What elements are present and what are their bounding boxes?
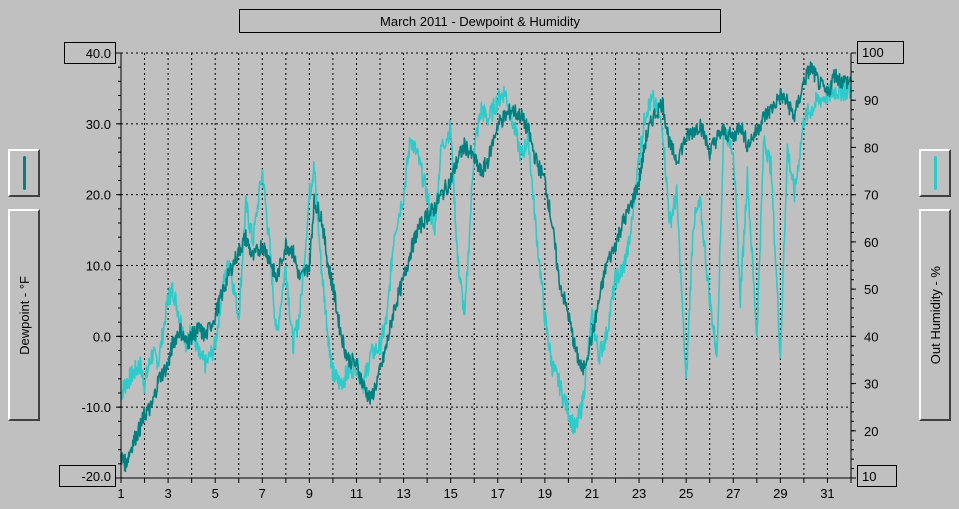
series-layer [120,61,852,473]
right-axis-top-box: 100 [857,41,904,64]
x-tick-label: 7 [259,486,266,501]
x-tick-label: 17 [491,486,505,501]
chart-title-box: March 2011 - Dewpoint & Humidity [239,9,721,33]
x-tick-label: 1 [117,486,124,501]
dewpoint-legend-swatch [22,156,26,190]
chart-title: March 2011 - Dewpoint & Humidity [380,13,580,29]
x-tick-label: 11 [350,486,364,501]
axes [116,52,856,483]
left-tick-label: 20.0 [86,188,111,203]
x-tick-label: 19 [538,486,552,501]
x-tick-label: 29 [773,486,787,501]
left-tick-label: -10.0 [81,400,111,415]
right-tick-label: 80 [864,140,878,155]
x-tick-label: 3 [164,486,171,501]
x-tick-label: 9 [306,486,313,501]
right-tick-label: 60 [864,235,878,250]
right-axis-bottom-value: 10 [862,468,877,484]
left-tick-label: 0.0 [93,329,111,344]
right-tick-label: 70 [864,188,878,203]
left-tick-label: 30.0 [86,117,111,132]
x-tick-label: 13 [396,486,410,501]
x-tick-label: 5 [212,486,219,501]
dewpoint-axis-label-panel: Dewpoint - °F [8,209,40,421]
x-tick-label: 31 [820,486,834,501]
left-axis-bottom-box: -20.0 [59,465,116,487]
humidity-axis-label-panel: Out Humidity - % [919,209,951,421]
humidity-legend-button[interactable] [919,149,951,197]
right-tick-label: 50 [864,282,878,297]
left-tick-label: 10.0 [86,259,111,274]
right-tick-label: 90 [864,93,878,108]
humidity-legend-swatch [933,156,937,190]
x-tick-label: 21 [585,486,599,501]
left-axis-top-box: 40.0 [64,42,116,64]
left-axis-top-value: 40.0 [85,45,111,61]
x-tick-label: 15 [443,486,457,501]
dewpoint-legend-button[interactable] [8,149,40,197]
right-axis-bottom-box: 10 [857,465,897,487]
right-tick-label: 20 [864,424,878,439]
dewpoint-series-line [120,61,852,473]
left-axis-bottom-value: -20.0 [81,468,111,484]
x-tick-label: 23 [632,486,646,501]
right-tick-label: 30 [864,377,878,392]
x-tick-label: 25 [679,486,693,501]
x-tick-label: 27 [726,486,740,501]
right-tick-label: 40 [864,329,878,344]
right-axis-top-value: 100 [862,45,884,60]
